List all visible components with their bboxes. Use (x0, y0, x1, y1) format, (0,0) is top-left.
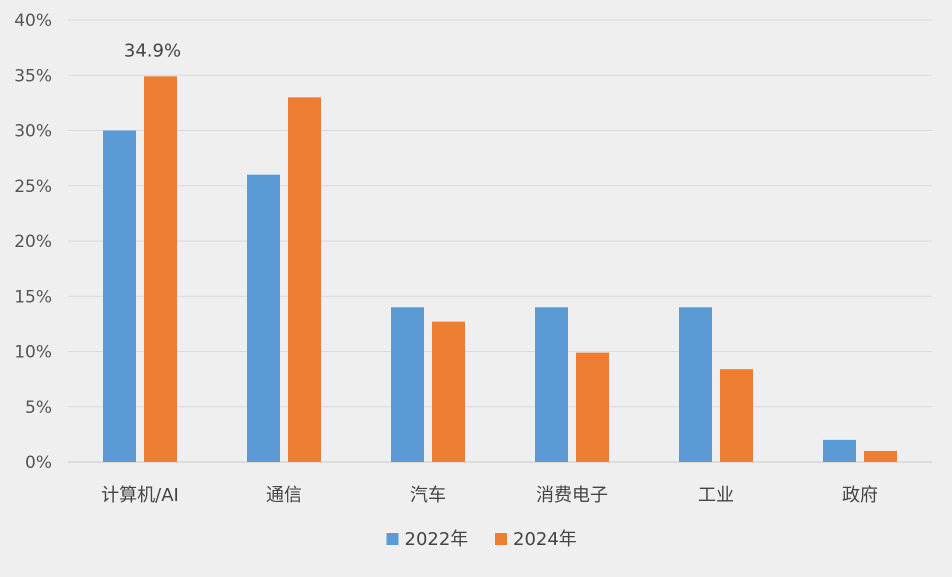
legend: 2022年 2024年 (386, 529, 577, 550)
y-tick-label: 35% (14, 66, 52, 86)
legend-label: 2024年 (513, 529, 577, 550)
y-tick-label: 30% (14, 122, 52, 142)
y-tick-label: 40% (14, 11, 52, 31)
y-axis: 0% 5% 10% 15% 20% 25% 30% 35% 40% (14, 11, 52, 473)
bar-series-a-3 (535, 307, 568, 462)
y-tick-label: 15% (14, 287, 52, 307)
bar-series-b-2 (432, 321, 465, 462)
legend-label: 2022年 (405, 529, 469, 550)
bar-series-a-2 (391, 307, 424, 462)
x-tick-label: 消费电子 (536, 485, 608, 506)
bar-series-a-5 (823, 439, 856, 462)
bar-series-a-4 (679, 307, 712, 462)
bar-series-b-0 (144, 76, 177, 462)
y-tick-label: 10% (14, 343, 52, 363)
bar-series-b-1 (288, 97, 321, 462)
bar-series-b-5 (864, 450, 897, 462)
y-tick-label: 20% (14, 232, 52, 252)
annotations-layer: 34.9% (124, 40, 181, 61)
x-tick-label: 计算机/AI (101, 485, 179, 506)
y-tick-label: 5% (25, 398, 52, 418)
data-label: 34.9% (124, 40, 181, 61)
x-tick-label: 政府 (842, 485, 878, 506)
bar-series-a-1 (247, 174, 280, 462)
bar-series-b-3 (576, 352, 609, 462)
bars-layer (103, 76, 897, 462)
y-tick-label: 25% (14, 177, 52, 197)
bar-series-a-0 (103, 130, 136, 462)
grid-layer (68, 19, 932, 463)
legend-swatch (386, 533, 399, 545)
bar-series-b-4 (720, 369, 753, 462)
x-tick-label: 通信 (266, 485, 302, 506)
x-tick-label: 汽车 (410, 485, 446, 506)
x-tick-label: 工业 (698, 485, 734, 506)
y-tick-label: 0% (25, 453, 52, 473)
x-axis: 计算机/AI 通信 汽车 消费电子 工业 政府 (101, 485, 878, 506)
legend-swatch (495, 533, 507, 545)
